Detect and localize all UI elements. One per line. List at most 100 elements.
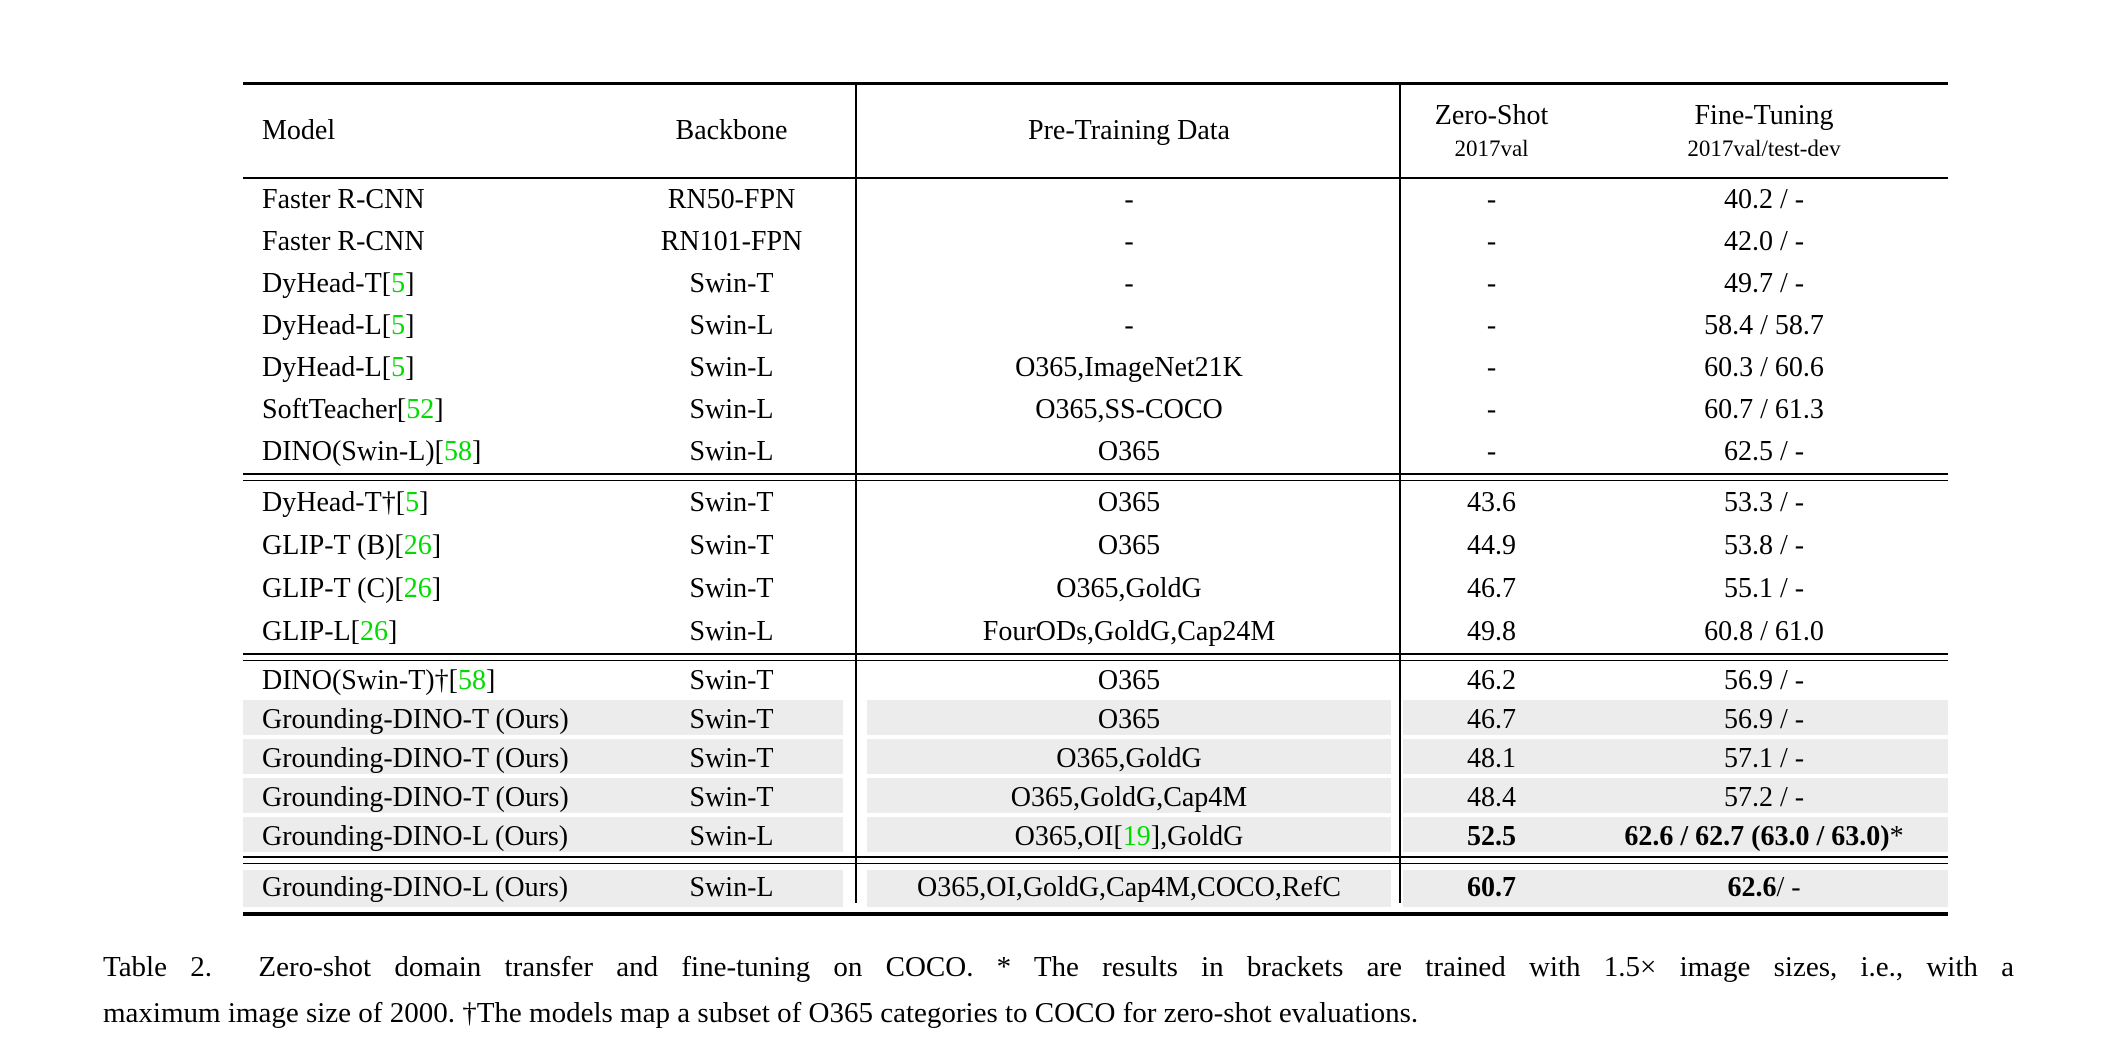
metric-value-bold: 62.6 [1727, 872, 1777, 903]
column-gap [1391, 85, 1403, 177]
model-cell: Faster R-CNN [243, 179, 620, 221]
column-header-model: Model [243, 85, 620, 177]
fine-tuning-cell: 53.3 / - [1580, 481, 1948, 524]
metric-value: 60.8 / 61.0 [1704, 615, 1824, 647]
citation-ref[interactable]: 5 [391, 310, 406, 341]
bracket-open: [ [381, 310, 392, 341]
zero-shot-cell: 48.1 [1403, 739, 1580, 778]
metric-value: 55.1 / - [1723, 572, 1805, 604]
column-header-pretraining-label: Pre-Training Data [1028, 115, 1230, 146]
citation-ref[interactable]: 19 [1122, 820, 1151, 852]
pretraining-data-cell: - [867, 263, 1391, 305]
text-run: DyHead-L [262, 310, 382, 341]
fine-tuning-cell: 62.6 / - [1580, 864, 1948, 912]
column-header-zero-shot: Zero-Shot 2017val [1403, 85, 1580, 177]
backbone-cell: Swin-T [620, 661, 843, 700]
column-gap [1391, 610, 1403, 653]
fine-tuning-cell: 56.9 / - [1580, 661, 1948, 700]
fine-tuning-cell: 57.2 / - [1580, 778, 1948, 817]
backbone-cell: Swin-L [620, 864, 843, 912]
citation-ref[interactable]: 5 [391, 352, 406, 383]
column-rule-backbone-pretraining [855, 85, 857, 903]
table-row: DINO(Swin-L) [58] Swin-L O365 - 62.5 / - [243, 431, 1948, 473]
text-run: Grounding-DINO-T (Ours) [262, 781, 569, 813]
column-gap [1391, 389, 1403, 431]
text-run: Faster R-CNN [262, 184, 425, 215]
fine-tuning-cell: 57.1 / - [1580, 739, 1948, 778]
pretraining-data-cell: O365 [867, 524, 1391, 567]
citation-ref[interactable]: 5 [391, 268, 406, 299]
table-row: DyHead-L [5] Swin-L - - 58.4 / 58.7 [243, 305, 1948, 347]
citation-ref[interactable]: 52 [406, 394, 435, 425]
zero-shot-cell: - [1403, 305, 1580, 347]
column-gap [1391, 347, 1403, 389]
pretraining-value: O365 [1097, 486, 1161, 518]
column-header-zero-shot-sublabel: 2017val [1454, 136, 1529, 161]
column-gap [1391, 305, 1403, 347]
pretraining-data-cell: O365,SS-COCO [867, 389, 1391, 431]
column-gap [1391, 263, 1403, 305]
backbone-cell: RN101-FPN [620, 221, 843, 263]
bracket-open: [ [381, 268, 392, 299]
citation-ref[interactable]: 26 [403, 572, 432, 604]
text-run: SoftTeacher [262, 394, 397, 425]
fine-tuning-cell: 40.2 / - [1580, 179, 1948, 221]
table-row: DyHead-T† [5] Swin-T O365 43.6 53.3 / - [243, 481, 1948, 524]
zero-shot-cell: - [1403, 389, 1580, 431]
metric-value-bold: 60.7 [1467, 872, 1516, 903]
zero-shot-cell: 46.7 [1403, 567, 1580, 610]
pretraining-value: O365,ImageNet21K [1015, 352, 1243, 383]
metric-value: - [1486, 352, 1497, 383]
pretraining-value: - [1124, 184, 1134, 215]
pretraining-value: - [1124, 310, 1134, 341]
pretraining-data-cell: O365,GoldG [867, 567, 1391, 610]
column-gap [1391, 661, 1403, 700]
model-cell: DyHead-L [5] [243, 305, 620, 347]
text-run: DyHead-L [262, 352, 382, 383]
group-separator [243, 856, 1948, 864]
backbone-value: Swin-L [689, 436, 774, 467]
table-body: Faster R-CNN RN50-FPN - -40.2 / - Faster R-C… [243, 179, 1948, 912]
table-top-rule [243, 82, 1948, 85]
column-header-fine-tuning-label: Fine-Tuning [1694, 100, 1834, 131]
table-header-rule [243, 177, 1948, 179]
bracket-close: ] [387, 615, 398, 647]
zero-shot-cell: - [1403, 179, 1580, 221]
zero-shot-cell: 52.5 [1403, 817, 1580, 856]
backbone-cell: Swin-T [620, 524, 843, 567]
pretraining-value: O365 [1097, 664, 1161, 696]
backbone-value: Swin-T [689, 572, 774, 604]
table-caption: Table 2. Zero-shot domain transfer and f… [103, 944, 2014, 1036]
citation-ref[interactable]: 5 [405, 486, 420, 518]
bracket-close: ] [419, 486, 429, 518]
fine-tuning-cell: 62.6 / 62.7 (63.0 / 63.0) * [1580, 817, 1948, 856]
pretraining-data-cell: O365,GoldG [867, 739, 1391, 778]
metric-value: - [1486, 436, 1497, 467]
column-gap [1391, 221, 1403, 263]
text-run: DINO(Swin-T)† [262, 664, 449, 696]
pretraining-data-cell: O365 [867, 700, 1391, 739]
metric-value-bold: 52.5 [1467, 820, 1516, 852]
pretraining-value: O365 [1097, 529, 1161, 561]
table-row: DINO(Swin-T)† [58] Swin-T O365 46.2 56.9 / - [243, 661, 1948, 700]
text-run: Faster R-CNN [262, 226, 425, 257]
column-gap [1391, 739, 1403, 778]
text-run: DyHead-T [262, 268, 382, 299]
metric-value: 57.1 / - [1723, 742, 1805, 774]
table-row: DyHead-T [5] Swin-T - - 49.7 / - [243, 263, 1948, 305]
zero-shot-cell: - [1403, 263, 1580, 305]
column-gap [1391, 864, 1403, 912]
pretraining-value: O365,GoldG [1056, 742, 1202, 774]
zero-shot-cell: 46.7 [1403, 700, 1580, 739]
citation-ref[interactable]: 58 [443, 436, 472, 467]
citation-ref[interactable]: 26 [359, 615, 388, 647]
model-cell: DINO(Swin-T)† [58] [243, 661, 620, 700]
citation-ref[interactable]: 58 [457, 664, 486, 696]
backbone-value: Swin-T [689, 664, 774, 696]
backbone-value: RN101-FPN [660, 226, 803, 257]
table-group-2: DyHead-T† [5] Swin-T O365 43.6 53.3 / - GLIP-… [243, 481, 1948, 653]
table-caption-line-1: Table 2. Zero-shot domain transfer and f… [103, 951, 2014, 983]
metric-value: 42.0 / - [1723, 226, 1805, 257]
citation-ref[interactable]: 26 [403, 529, 432, 561]
